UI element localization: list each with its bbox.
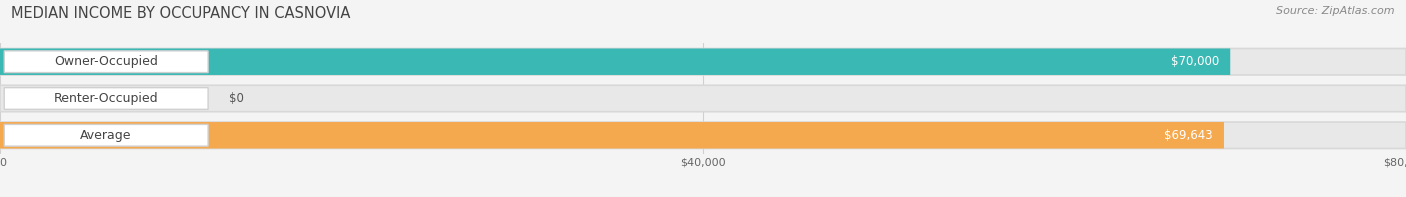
Text: Average: Average: [80, 129, 132, 142]
FancyBboxPatch shape: [4, 125, 208, 146]
Text: MEDIAN INCOME BY OCCUPANCY IN CASNOVIA: MEDIAN INCOME BY OCCUPANCY IN CASNOVIA: [11, 6, 350, 21]
Text: $70,000: $70,000: [1171, 55, 1219, 68]
FancyBboxPatch shape: [0, 122, 1406, 149]
Text: Source: ZipAtlas.com: Source: ZipAtlas.com: [1277, 6, 1395, 16]
Text: $69,643: $69,643: [1164, 129, 1213, 142]
FancyBboxPatch shape: [4, 88, 208, 109]
FancyBboxPatch shape: [0, 122, 1225, 149]
FancyBboxPatch shape: [0, 85, 1406, 112]
FancyBboxPatch shape: [0, 48, 1230, 75]
FancyBboxPatch shape: [4, 51, 208, 72]
Text: $0: $0: [229, 92, 245, 105]
FancyBboxPatch shape: [0, 48, 1406, 75]
Text: Owner-Occupied: Owner-Occupied: [55, 55, 157, 68]
Text: Renter-Occupied: Renter-Occupied: [53, 92, 159, 105]
